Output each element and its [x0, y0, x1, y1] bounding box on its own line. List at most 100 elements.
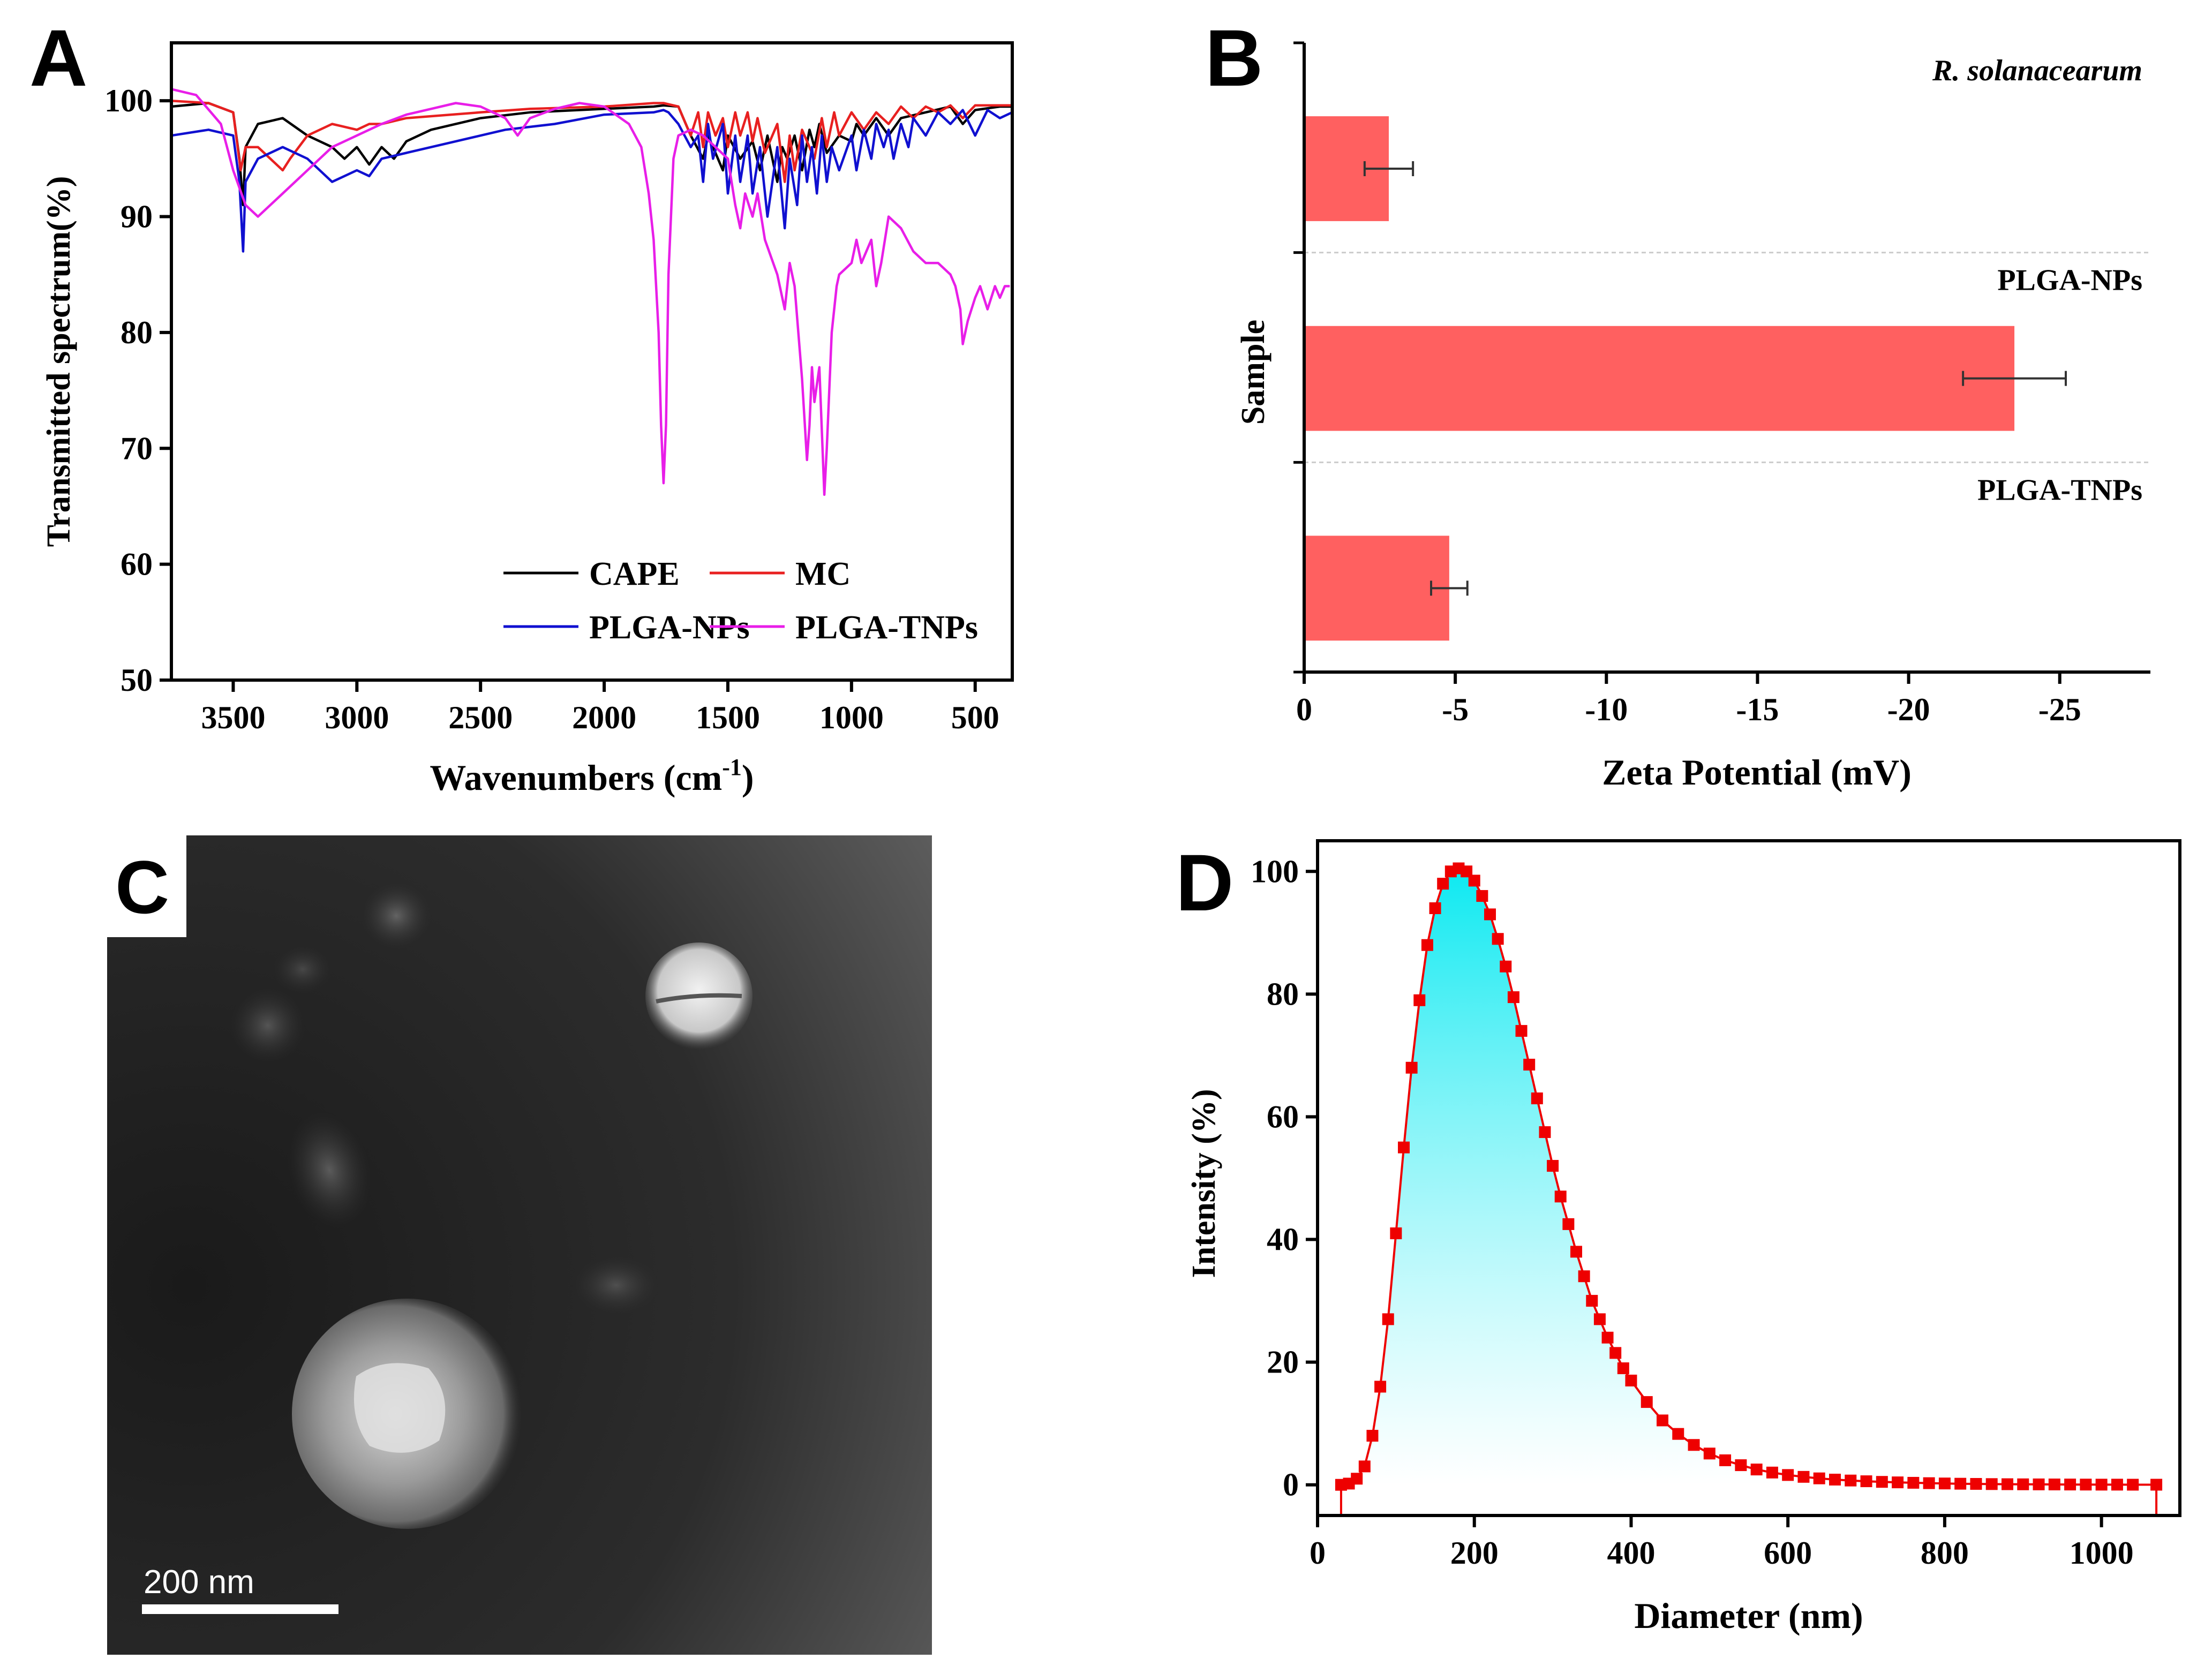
dls-point	[1813, 1472, 1825, 1484]
dls-y-tick-label: 60	[1267, 1099, 1299, 1134]
dls-x-tick-label: 800	[1921, 1535, 1969, 1571]
tem-particle-faint	[288, 1112, 371, 1228]
dls-axes: 0 200 400 600 800 1000 0 20 40 60 80 100	[1251, 854, 2134, 1571]
panel-d-letter: D	[1176, 838, 1233, 928]
dls-point	[1390, 1227, 1402, 1240]
zeta-x-tick-label: -10	[1585, 692, 1628, 727]
dls-point	[1562, 1218, 1575, 1230]
dls-point	[1829, 1473, 1841, 1486]
dls-point	[1750, 1464, 1763, 1476]
ftir-line-plga-nps	[171, 109, 1012, 253]
zeta-bar-plga-tnps	[1304, 536, 1449, 641]
dls-point	[1374, 1381, 1387, 1393]
zeta-bar-plga-nps	[1304, 326, 2015, 431]
dls-x-tick-label: 400	[1607, 1535, 1655, 1571]
dls-y-axis-label: Intensity (%)	[1186, 1089, 1222, 1278]
ftir-x-tick-label: 2000	[572, 700, 636, 735]
zeta-x-tick-label: 0	[1296, 692, 1312, 727]
ftir-x-tick-label: 3500	[201, 700, 265, 735]
zeta-category-label-r-solanacearum: R. solanacearum	[1932, 54, 2142, 87]
dls-point	[1437, 878, 1449, 890]
zeta-category-label-plga-tnps: PLGA-TNPs	[1977, 473, 2142, 507]
ftir-x-axis-label: Wavenumbers (cm-1)	[430, 754, 754, 798]
dls-point	[1507, 991, 1519, 1004]
zeta-x-axis-label: Zeta Potential (mV)	[1602, 752, 1912, 793]
tem-particle-core	[353, 1363, 446, 1453]
dls-plot-frame	[1316, 839, 2181, 1517]
dls-point	[1601, 1331, 1614, 1344]
dls-point	[1366, 1430, 1379, 1442]
dls-point	[1405, 1061, 1418, 1074]
zeta-plot: R. solanacearum PLGA-NPs PLGA-TNPs 0 -5 -10 -1…	[1293, 41, 2150, 727]
dls-point	[2095, 1479, 2108, 1491]
dls-point	[1688, 1439, 1700, 1451]
zeta-x-tick-label: -15	[1736, 692, 1779, 727]
dls-point	[1860, 1475, 1872, 1488]
dls-point	[1578, 1270, 1590, 1283]
dls-point	[1429, 902, 1441, 914]
tem-scale-bar-label: 200 nm	[144, 1564, 254, 1601]
dls-point	[1554, 1190, 1567, 1203]
dls-x-tick-label: 1000	[2070, 1535, 2134, 1571]
tem-background	[107, 835, 932, 1655]
zeta-x-tick-label: -20	[1887, 692, 1930, 727]
tem-particle-faint	[573, 1256, 659, 1315]
panel-c-letter: C	[115, 845, 169, 929]
dls-point	[1492, 933, 1504, 945]
dls-x-tick-label: 0	[1310, 1535, 1326, 1571]
ftir-x-label-close: )	[742, 757, 754, 798]
dls-point	[1468, 874, 1480, 887]
dls-point	[1641, 1396, 1653, 1408]
panel-d-dls-chart: D 0 200 400 600 800 1000 0 20 40 60 80 100 Intensit…	[1176, 838, 2181, 1636]
dls-point	[1515, 1025, 1528, 1037]
dls-y-tick-label: 100	[1251, 854, 1299, 889]
panel-c-letter-box	[107, 835, 186, 937]
dls-point	[2080, 1479, 2092, 1491]
dls-y-tick-label: 20	[1267, 1345, 1299, 1380]
dls-point	[1617, 1362, 1629, 1375]
zeta-x-tick-label: -25	[2038, 692, 2081, 727]
dls-point	[2033, 1478, 2045, 1490]
dls-point	[1461, 865, 1473, 878]
dls-point	[1954, 1477, 1967, 1490]
ftir-x-label-main: Wavenumbers (cm	[430, 757, 722, 798]
ftir-y-tick-label: 100	[104, 83, 153, 118]
dls-point	[1625, 1375, 1637, 1386]
dls-markers	[1335, 862, 2163, 1491]
dls-point	[1892, 1476, 1904, 1489]
dls-point	[1766, 1466, 1778, 1479]
dls-x-axis-label: Diameter (nm)	[1634, 1595, 1863, 1636]
ftir-x-tick-label: 3000	[325, 700, 389, 735]
dls-point	[2150, 1479, 2163, 1491]
dls-point	[1609, 1347, 1622, 1359]
dls-point	[1421, 939, 1433, 951]
ftir-x-tick-label: 1500	[696, 700, 760, 735]
ftir-line-mc	[171, 99, 1012, 183]
dls-point	[1531, 1092, 1543, 1105]
dls-point	[1382, 1313, 1394, 1325]
dls-point	[1782, 1469, 1794, 1481]
panel-b-zeta-chart: B R. solanacearum PLGA-NPs PLGA-TNPs 0 -5 -10…	[1205, 13, 2150, 793]
dls-point	[1845, 1474, 1857, 1487]
ftir-x-tick-label: 500	[951, 700, 999, 735]
panel-a-ftir-chart: A 3500 3000 2500 2000 1500 1000 500 50 60 70 80 90 1…	[29, 13, 1014, 798]
dls-point	[1876, 1476, 1888, 1488]
ftir-series-group	[171, 88, 1012, 496]
dls-point	[1358, 1460, 1371, 1473]
dls-point	[1484, 908, 1496, 921]
dls-point	[2048, 1479, 2060, 1491]
ftir-axes: 3500 3000 2500 2000 1500 1000 500 50 60 70 80 90 100	[104, 83, 999, 735]
dls-point	[2017, 1478, 2029, 1490]
dls-point	[1398, 1141, 1410, 1153]
ftir-y-tick-label: 70	[121, 431, 153, 466]
dls-point	[1547, 1160, 1559, 1172]
zeta-x-tick-label: -5	[1442, 692, 1469, 727]
ftir-y-tick-label: 80	[121, 315, 153, 350]
ftir-y-tick-label: 50	[121, 662, 153, 698]
dls-point	[1539, 1126, 1551, 1138]
dls-area-fill	[1340, 867, 2158, 1515]
panel-b-letter: B	[1205, 13, 1263, 103]
dls-point	[1938, 1477, 1951, 1490]
dls-x-tick-label: 600	[1764, 1535, 1812, 1571]
